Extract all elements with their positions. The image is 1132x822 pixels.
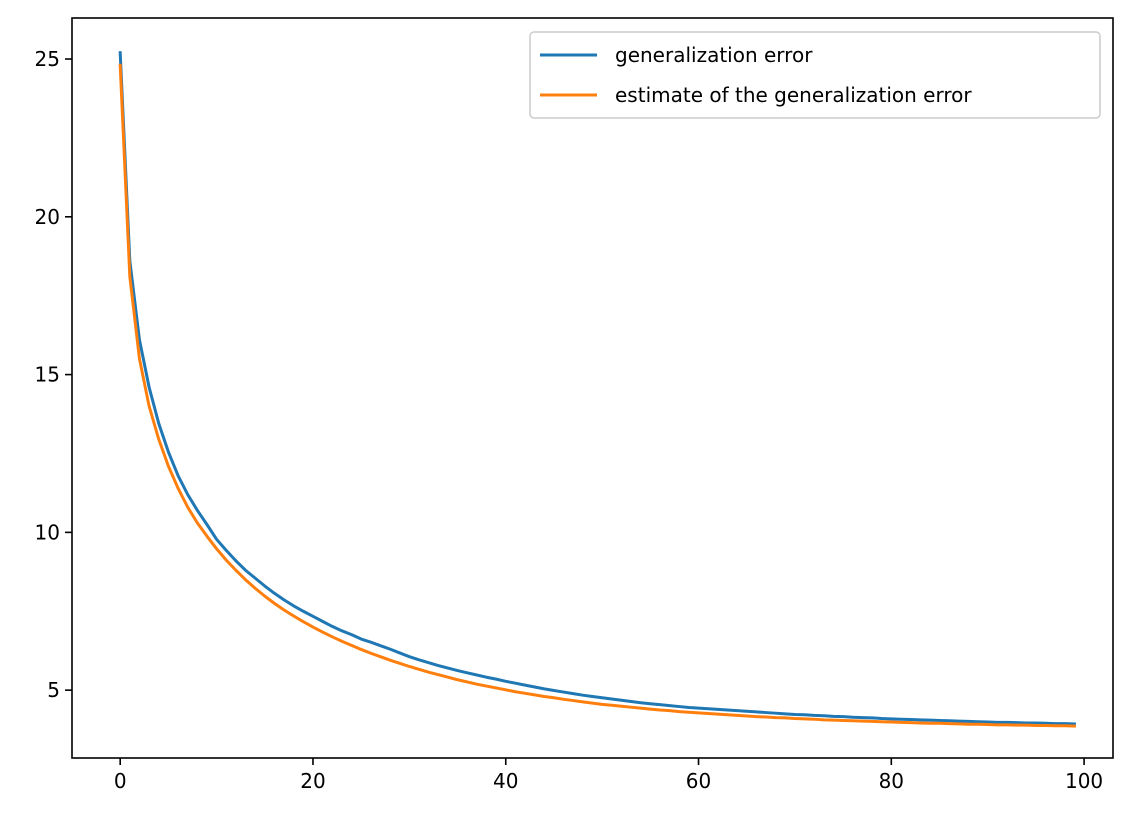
y-tick-label: 20	[35, 205, 60, 229]
series-line-1	[118, 51, 1076, 726]
x-tick-label: 40	[493, 769, 518, 793]
y-axis: 5 10 15 20 25	[35, 47, 72, 702]
plot-frame	[71, 17, 1114, 759]
y-tick-label: 5	[47, 678, 60, 702]
x-tick-label: 60	[686, 769, 711, 793]
x-axis: 0 20 40 60 80 100	[114, 758, 1103, 793]
x-tick-label: 0	[114, 769, 127, 793]
series-line-2	[118, 63, 1076, 728]
y-tick-label: 15	[35, 363, 60, 387]
x-tick-label: 80	[879, 769, 904, 793]
legend-box	[529, 31, 1101, 119]
legend-label-1: generalization error	[615, 43, 813, 67]
x-tick-label: 20	[300, 769, 325, 793]
legend: generalization error estimate of the gene…	[529, 31, 1101, 119]
y-tick-label: 25	[35, 47, 60, 71]
series-layer	[118, 51, 1076, 728]
legend-label-2: estimate of the generalization error	[615, 83, 972, 107]
y-tick-label: 10	[35, 520, 60, 544]
x-tick-label: 100	[1065, 769, 1103, 793]
